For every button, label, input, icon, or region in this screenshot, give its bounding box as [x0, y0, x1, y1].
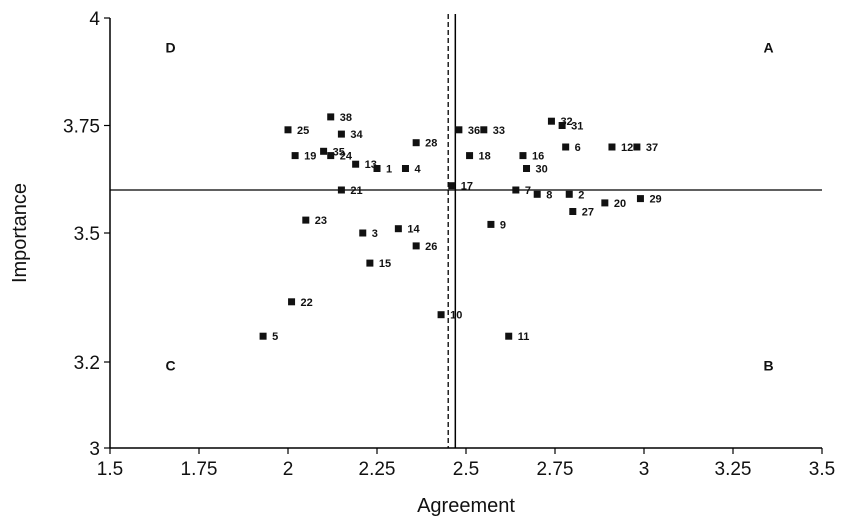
point-label: 25	[297, 125, 309, 137]
x-tick-label: 3.5	[809, 459, 835, 480]
point-label: 23	[315, 215, 327, 227]
data-point	[558, 122, 566, 129]
data-point	[337, 130, 345, 138]
data-point	[284, 126, 292, 134]
data-point	[512, 186, 520, 194]
point-label: 34	[350, 129, 363, 141]
point-label: 6	[575, 142, 581, 154]
data-point	[337, 186, 345, 194]
data-point	[401, 165, 409, 172]
point-label: 21	[350, 185, 362, 197]
point-label: 10	[450, 310, 462, 322]
data-point	[412, 139, 420, 147]
data-point	[394, 225, 402, 233]
point-label: 18	[479, 151, 491, 163]
quadrant-label-a: A	[764, 39, 774, 55]
y-tick-label: 3.2	[74, 353, 100, 374]
point-label: 17	[461, 181, 473, 193]
data-point	[291, 152, 299, 160]
data-point	[327, 113, 335, 121]
point-label: 5	[272, 331, 278, 343]
point-label: 28	[425, 138, 437, 150]
point-label: 27	[582, 207, 594, 219]
x-tick-label: 1.5	[97, 459, 123, 480]
x-tick-label: 1.75	[181, 459, 218, 480]
quadrant-label-d: D	[165, 39, 175, 55]
data-point	[366, 259, 374, 267]
point-label: 37	[646, 142, 658, 154]
point-label: 16	[532, 151, 544, 163]
x-tick-label: 2.5	[453, 459, 479, 480]
data-point	[412, 242, 420, 250]
x-axis-title: Agreement	[417, 495, 515, 517]
quadrant-label-b: B	[764, 358, 774, 374]
quadrant-label-c: C	[165, 358, 175, 374]
data-point	[601, 199, 609, 207]
point-label: 14	[407, 224, 420, 236]
data-point	[352, 160, 360, 168]
data-point	[480, 126, 488, 134]
point-label: 33	[493, 125, 505, 137]
point-label: 20	[614, 198, 626, 210]
data-point	[565, 190, 573, 198]
point-label: 11	[518, 331, 530, 343]
data-point	[533, 190, 541, 198]
data-point	[633, 143, 641, 151]
point-label: 30	[536, 164, 548, 176]
data-point	[327, 152, 335, 160]
axes: 1.5 1.75 2 2.25 2.5 2.75 3 3.25 3.5 4 3.75 3.5 3.2 3	[63, 9, 835, 480]
point-label: 29	[649, 194, 661, 206]
y-tick-label: 3.5	[74, 224, 100, 245]
y-tick-label: 3.75	[63, 117, 100, 138]
data-point	[448, 182, 456, 190]
data-point	[608, 143, 616, 151]
data-point	[466, 152, 474, 160]
data-point	[487, 220, 495, 228]
point-label: 3	[372, 228, 378, 240]
data-point	[320, 147, 328, 155]
data-point	[547, 117, 555, 125]
data-point	[302, 216, 310, 224]
point-label: 9	[500, 219, 506, 231]
data-point	[437, 311, 445, 319]
point-label: 12	[621, 142, 633, 154]
quadrant-labels: D A C B	[165, 39, 773, 373]
y-tick-label: 4	[89, 9, 100, 30]
x-tick-label: 3.25	[715, 459, 752, 480]
data-point	[359, 229, 367, 237]
x-tick-label: 2	[283, 459, 294, 480]
point-label: 24	[340, 151, 353, 163]
data-point	[562, 143, 570, 151]
data-point	[373, 165, 381, 172]
point-label: 4	[414, 164, 421, 176]
point-label: 2	[578, 189, 584, 201]
point-label: 22	[301, 297, 313, 309]
y-axis-title: Importance	[9, 183, 31, 283]
point-label: 35	[333, 146, 345, 158]
data-point	[636, 195, 644, 203]
point-label: 8	[546, 189, 552, 201]
data-point	[259, 332, 267, 340]
point-label: 36	[468, 125, 480, 137]
point-label: 15	[379, 258, 391, 270]
data-point	[569, 208, 577, 215]
data-point	[288, 298, 296, 306]
point-label: 26	[425, 241, 437, 253]
y-tick-label: 3	[89, 439, 100, 460]
x-tick-label: 2.75	[537, 459, 574, 480]
point-label: 7	[525, 185, 531, 197]
reference-lines	[110, 14, 822, 448]
data-point	[523, 165, 531, 172]
point-label: 19	[304, 151, 316, 163]
point-label: 1	[386, 164, 392, 176]
x-tick-label: 2.25	[359, 459, 396, 480]
data-point	[455, 126, 463, 134]
x-tick-label: 3	[639, 459, 650, 480]
data-point	[519, 152, 527, 160]
data-point	[505, 332, 513, 340]
point-label: 38	[340, 112, 352, 124]
point-label: 31	[571, 121, 583, 133]
